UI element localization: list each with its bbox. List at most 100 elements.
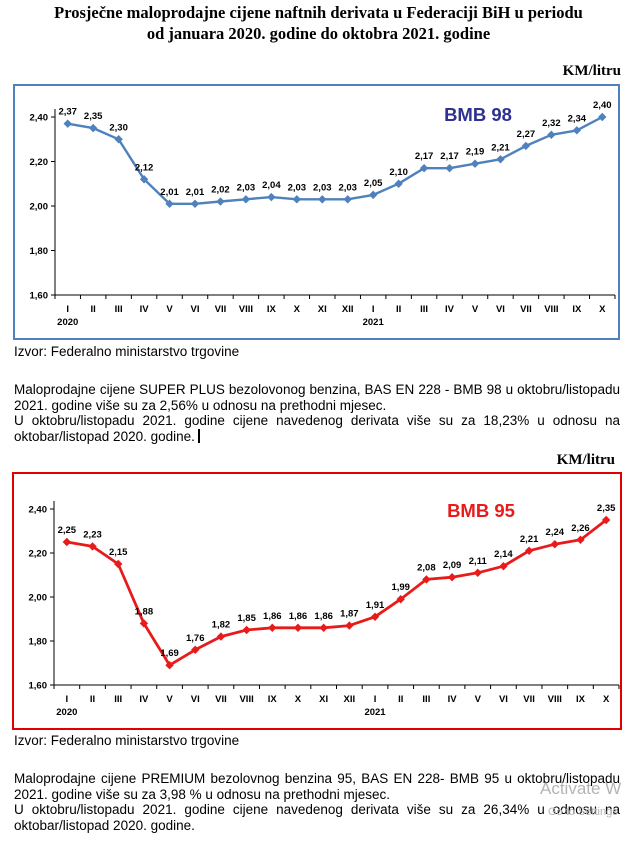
x-tick-label: IV bbox=[448, 694, 458, 705]
data-label: 2,03 bbox=[338, 182, 357, 193]
x-tick-label: IX bbox=[572, 304, 582, 315]
windows-activation-watermark: Activate W bbox=[540, 779, 622, 798]
data-point bbox=[114, 559, 123, 569]
data-label: 2,40 bbox=[593, 100, 612, 111]
y-tick-label: 2,00 bbox=[30, 202, 49, 213]
data-label: 2,35 bbox=[84, 111, 103, 122]
unit-label-bmb98: KM/litru bbox=[562, 63, 621, 79]
data-point bbox=[419, 163, 429, 173]
data-label: 2,34 bbox=[568, 113, 587, 124]
x-tick-label: X bbox=[599, 304, 606, 315]
title-line-2: od januara 2020. godine do oktobra 2021.… bbox=[146, 24, 491, 43]
data-label: 2,27 bbox=[517, 129, 536, 140]
x-tick-label: VII bbox=[520, 304, 532, 315]
year-label-2020: 2020 bbox=[56, 707, 77, 718]
chart-bmb98-svg: 1,601,802,002,202,40I II III IV V VI VII VIII IX… bbox=[30, 100, 616, 328]
x-tick-label: III bbox=[114, 694, 122, 705]
series-title-label: BMB 98 bbox=[444, 104, 512, 125]
data-point bbox=[242, 625, 251, 635]
data-point bbox=[345, 621, 354, 630]
data-point bbox=[62, 537, 72, 547]
x-tick-label: II bbox=[398, 694, 403, 705]
data-point bbox=[368, 190, 378, 200]
source-note-1: Izvor: Federalno ministarstvo trgovine bbox=[14, 344, 240, 359]
data-label: 2,17 bbox=[440, 151, 459, 162]
paragraph-bmb98-line2-text: U oktobru/listopadu 2021. godine cijene … bbox=[14, 413, 620, 444]
y-tick-label: 2,40 bbox=[30, 113, 49, 124]
paragraph-bmb95: Maloprodajne cijene PREMIUM bezolovnog b… bbox=[14, 771, 620, 833]
x-tick-label: V bbox=[166, 694, 173, 705]
data-point bbox=[473, 568, 482, 577]
data-point bbox=[319, 623, 328, 632]
data-label: 2,15 bbox=[109, 547, 128, 558]
data-label: 2,17 bbox=[415, 151, 434, 162]
data-label: 2,32 bbox=[542, 118, 561, 129]
x-tick-label: VI bbox=[191, 304, 200, 315]
paragraph-bmb95-line2: U oktobru/listopadu 2021. godine cijene … bbox=[14, 802, 620, 833]
data-label: 2,10 bbox=[389, 167, 408, 178]
x-tick-label: I bbox=[374, 694, 377, 705]
data-label: 2,01 bbox=[186, 187, 205, 198]
x-tick-label: V bbox=[475, 694, 482, 705]
x-tick-label: I bbox=[372, 304, 375, 315]
series-title-label: BMB 95 bbox=[447, 500, 515, 521]
x-tick-label: VII bbox=[215, 694, 227, 705]
data-label: 1,91 bbox=[366, 600, 385, 611]
y-tick-label: 1,60 bbox=[30, 291, 49, 302]
y-tick-label: 1,60 bbox=[29, 681, 48, 692]
data-label: 2,24 bbox=[546, 527, 565, 538]
data-label: 2,04 bbox=[262, 180, 281, 191]
data-point bbox=[241, 195, 251, 204]
text-cursor bbox=[197, 428, 200, 443]
data-point bbox=[445, 163, 454, 173]
data-label: 1,87 bbox=[340, 609, 359, 620]
chart-bmb95-svg: 1,601,802,002,202,40I II III IV V VI VII VIII IX… bbox=[29, 500, 620, 718]
paragraph-bmb98-line1: Maloprodajne cijene SUPER PLUS bezolovon… bbox=[14, 382, 620, 413]
y-tick-label: 2,20 bbox=[30, 157, 49, 168]
data-label: 2,25 bbox=[58, 525, 77, 536]
x-tick-label: X bbox=[603, 694, 610, 705]
windows-activation-watermark-sub: Go to Settings bbox=[548, 806, 618, 818]
paragraph-bmb95-line1: Maloprodajne cijene PREMIUM bezolovnog b… bbox=[14, 771, 620, 802]
x-tick-label: V bbox=[166, 304, 173, 315]
year-label-2020: 2020 bbox=[57, 317, 78, 328]
chart-bmb98: 1,60 1,80 2,00 2,20 2,40 I II III IV V VI VII VIII IX… bbox=[13, 84, 620, 340]
x-tick-label: III bbox=[422, 694, 430, 705]
data-point bbox=[598, 112, 607, 122]
x-tick-label: VIII bbox=[239, 304, 253, 315]
data-point bbox=[139, 175, 149, 184]
x-tick-label: VI bbox=[499, 694, 508, 705]
x-tick-label: XI bbox=[318, 304, 327, 315]
x-tick-label: X bbox=[294, 304, 301, 315]
x-tick-label: II bbox=[396, 304, 401, 315]
data-label: 2,05 bbox=[364, 178, 383, 189]
data-label: 2,35 bbox=[597, 503, 616, 514]
data-label: 2,11 bbox=[469, 556, 488, 567]
data-point bbox=[496, 155, 505, 164]
data-point bbox=[292, 195, 302, 204]
x-tick-label: XI bbox=[319, 694, 328, 705]
series-line bbox=[66, 518, 608, 667]
data-label: 2,09 bbox=[443, 560, 462, 571]
data-label: 2,02 bbox=[211, 185, 230, 196]
year-label-2021: 2021 bbox=[364, 707, 386, 718]
x-tick-label: V bbox=[472, 304, 479, 315]
paragraph-bmb98-line2: U oktobru/listopadu 2021. godine cijene … bbox=[14, 413, 620, 444]
data-point bbox=[447, 573, 457, 582]
x-tick-label: VII bbox=[523, 694, 535, 705]
data-label: 2,26 bbox=[571, 523, 590, 534]
data-point bbox=[547, 130, 556, 139]
x-tick-label: IX bbox=[268, 694, 278, 705]
data-point bbox=[165, 199, 174, 208]
year-label-2021: 2021 bbox=[363, 317, 385, 328]
data-label: 2,23 bbox=[83, 529, 102, 540]
x-tick-label: VI bbox=[191, 694, 200, 705]
x-tick-label: X bbox=[295, 694, 302, 705]
data-label: 1,85 bbox=[237, 613, 256, 624]
data-label: 2,37 bbox=[58, 107, 77, 118]
x-tick-label: II bbox=[91, 304, 96, 315]
paragraph-bmb98: Maloprodajne cijene SUPER PLUS bezolovon… bbox=[14, 382, 620, 444]
x-tick-label: I bbox=[66, 304, 69, 315]
x-tick-label: I bbox=[66, 694, 69, 705]
data-label: 2,03 bbox=[288, 182, 307, 193]
